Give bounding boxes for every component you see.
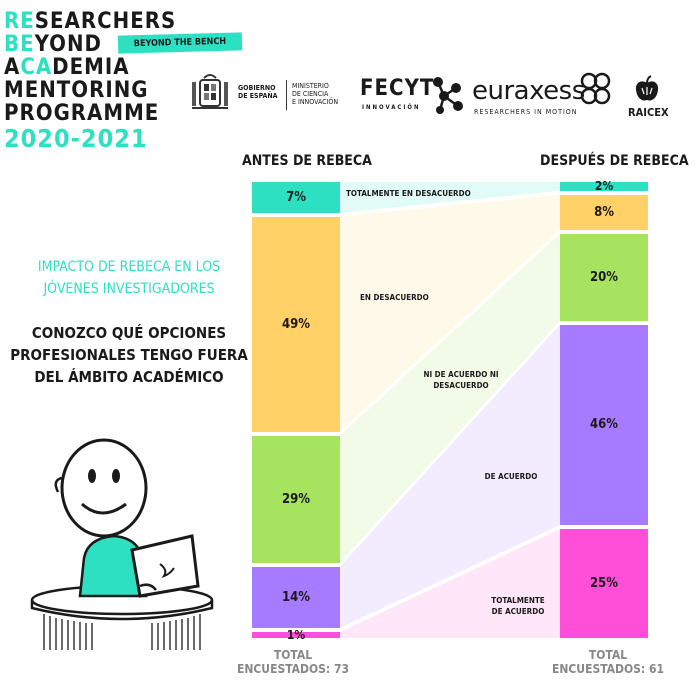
raicex-logo-text: RAICEX bbox=[628, 106, 669, 119]
bar-before-3: 14% bbox=[252, 566, 340, 629]
fecyt-subtitle: INNOVACIÓN bbox=[362, 104, 421, 111]
apple-icon bbox=[632, 74, 662, 104]
bar-before-1: 49% bbox=[252, 216, 340, 432]
gobierno-logo-text: GOBIERNO DE ESPAÑA bbox=[238, 84, 278, 100]
flow-label-totalmente-desacuerdo: TOTALMENTE EN DESACUERDO bbox=[346, 189, 471, 198]
euraxess-subtitle: RESEARCHERS IN MOTION bbox=[474, 108, 578, 116]
flow-band-1 bbox=[340, 194, 560, 432]
flow-label-ni-ni: NI DE ACUERDO NI DESACUERDO bbox=[423, 370, 499, 390]
flow-label-de-acuerdo: DE ACUERDO bbox=[484, 472, 538, 481]
fecyt-dots-icon bbox=[430, 74, 466, 118]
euraxess-logo-text: euraxess bbox=[472, 76, 585, 106]
flow-band-2 bbox=[340, 233, 560, 563]
title-line-2: BEYOND bbox=[4, 32, 102, 57]
survey-chart: 7% 49% 29% 14% 1% 2% 8% 20% 46% 25% bbox=[250, 180, 680, 641]
ministerio-logo-text: MINISTERIO DE CIENCIA E INNOVACIÓN bbox=[292, 82, 339, 106]
researcher-illustration bbox=[22, 418, 222, 658]
total-before: TOTAL ENCUESTADOS: 73 bbox=[236, 648, 350, 676]
impact-title: IMPACTO DE REBECA EN LOS JÓVENES INVESTI… bbox=[37, 259, 221, 297]
flow-label-desacuerdo: EN DESACUERDO bbox=[360, 293, 429, 302]
total-after: TOTAL ENCUESTADOS: 61 bbox=[551, 648, 665, 676]
bar-before-4: 1% bbox=[252, 629, 340, 641]
fecyt-logo-text: FECYT bbox=[360, 76, 435, 101]
title-line-4: MENTORING bbox=[4, 78, 149, 103]
title-line-5: PROGRAMME bbox=[4, 101, 160, 126]
logo-divider bbox=[286, 80, 287, 110]
bar-before-2: 29% bbox=[252, 435, 340, 563]
program-years: 2020-2021 bbox=[4, 124, 148, 153]
flow-band-4 bbox=[340, 529, 560, 638]
bar-after-4: 25% bbox=[560, 529, 648, 638]
flow-band-0 bbox=[340, 182, 560, 213]
flow-band-3 bbox=[340, 324, 560, 629]
bar-after-1: 8% bbox=[560, 194, 648, 230]
flow-label-totalmente-acuerdo: TOTALMENTE DE ACUERDO bbox=[491, 596, 545, 616]
bar-after-3: 46% bbox=[560, 324, 648, 526]
bar-after-0: 2% bbox=[560, 181, 648, 192]
beyond-bench-badge: BEYOND THE BENCH bbox=[117, 32, 243, 54]
survey-statement: CONOZCO QUÉ OPCIONES PROFESIONALES TENGO… bbox=[10, 324, 248, 386]
flow-bands bbox=[340, 182, 560, 638]
title-line-3: ACADEMIA bbox=[4, 55, 130, 80]
euraxess-rings-icon bbox=[578, 72, 612, 106]
bar-after-2: 20% bbox=[560, 233, 648, 321]
coat-of-arms-icon bbox=[186, 72, 234, 116]
bar-before-0: 7% bbox=[252, 182, 340, 213]
column-header-after: DESPUÉS DE REBECA bbox=[540, 153, 689, 169]
column-header-before: ANTES DE REBECA bbox=[242, 153, 372, 169]
title-line-1: RESEARCHERS bbox=[4, 9, 177, 34]
